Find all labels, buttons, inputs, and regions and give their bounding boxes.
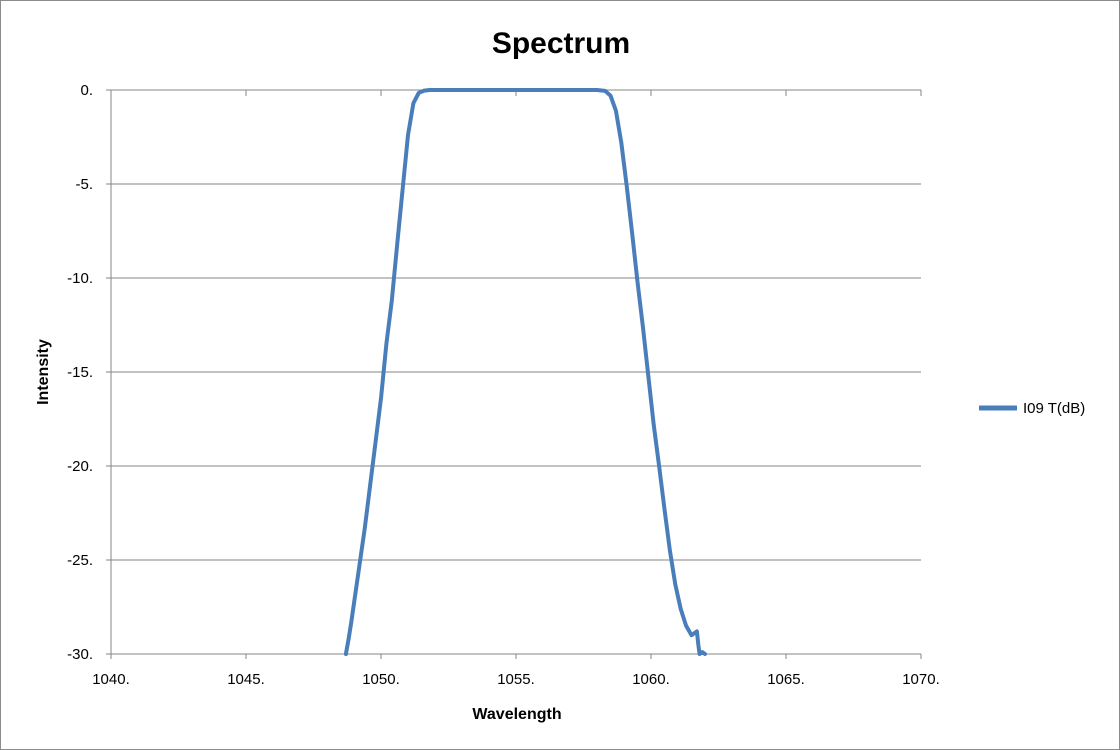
x-tick-label: 1045.	[227, 671, 265, 688]
x-axis-title: Wavelength	[472, 706, 561, 723]
y-tick-label: -30.	[67, 646, 93, 663]
x-tick-label: 1070.	[902, 671, 940, 688]
y-tick-label: -25.	[67, 552, 93, 569]
x-tick-label: 1065.	[767, 671, 805, 688]
x-tick-label: 1050.	[362, 671, 400, 688]
tick-labels: 0. -5. -10. -15. -20. -25. -30. 1040. 1045. 1050.…	[67, 82, 940, 688]
gridlines	[111, 89, 921, 655]
series	[343, 88, 707, 656]
y-tick-label: -20.	[67, 458, 93, 475]
y-axis-title: Intensity	[35, 339, 52, 405]
y-tick-label: -5.	[75, 176, 93, 193]
y-tick-label: -15.	[67, 364, 93, 381]
x-tick-label: 1055.	[497, 671, 535, 688]
chart-title: Spectrum	[492, 27, 630, 60]
y-tick-label: 0.	[80, 82, 93, 99]
legend: I09 T(dB)	[979, 400, 1085, 417]
series-line	[343, 88, 707, 656]
legend-label: I09 T(dB)	[1023, 400, 1085, 417]
x-tick-label: 1060.	[632, 671, 670, 688]
y-tick-label: -10.	[67, 270, 93, 287]
x-tick-label: 1040.	[92, 671, 130, 688]
